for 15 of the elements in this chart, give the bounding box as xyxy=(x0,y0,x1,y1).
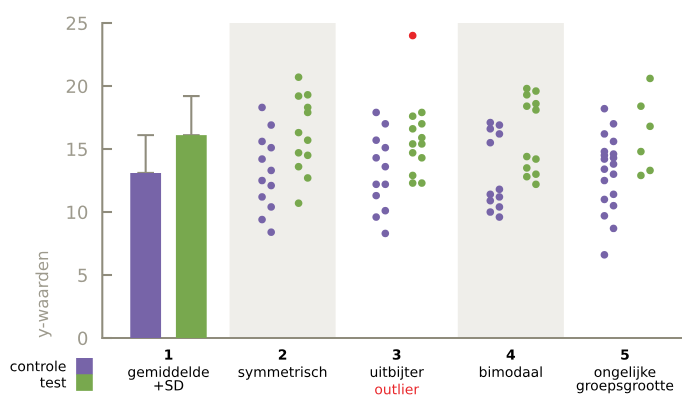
x-tick-label: 5 ongelijke groepsgrootte xyxy=(576,349,674,394)
legend-label: test xyxy=(40,378,66,388)
y-tick-label: 25 xyxy=(66,16,87,30)
y-tick-label: 20 xyxy=(66,79,88,94)
x-tick-label: 1 gemiddelde +SD xyxy=(128,349,209,391)
y-tick-label: 0 xyxy=(78,331,88,346)
x-tick-label: 3 uitbijter xyxy=(370,349,424,380)
y-tick-label: 10 xyxy=(67,205,88,220)
y-tick-label: 15 xyxy=(67,142,87,156)
y-axis-title: y-waarden xyxy=(35,252,52,338)
x-tick-label: 2 symmetrisch xyxy=(238,349,326,380)
text: outlier xyxy=(375,384,420,394)
legend-label: controle xyxy=(10,360,66,372)
x-tick-label: 4 bimodaal xyxy=(480,349,542,378)
y-tick-label: 5 xyxy=(78,268,87,282)
